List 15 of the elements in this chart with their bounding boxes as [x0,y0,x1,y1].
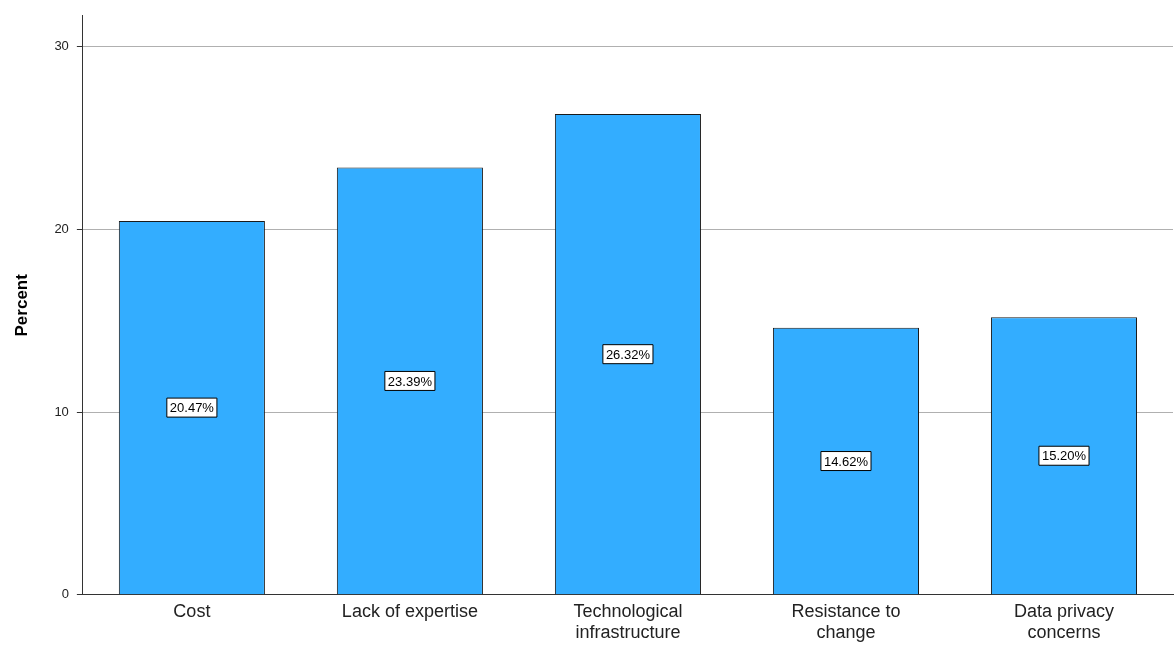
y-tick-label: 30 [54,38,69,54]
y-axis-title: Percent [11,273,31,337]
data-label: 23.39% [387,373,433,389]
data-label: 14.62% [823,453,869,469]
x-tick-label: Technological infrastructure [573,600,683,643]
x-tick-label: Resistance to change [791,600,901,643]
y-tick-label: 20 [54,221,69,237]
x-tick-label: Data privacy concerns [1013,600,1115,643]
data-label: 26.32% [605,346,651,362]
data-label: 15.20% [1041,448,1087,464]
x-tick-label: Cost [173,600,211,621]
y-tick-label: 10 [54,403,69,419]
y-tick-label: 0 [61,586,69,602]
x-tick-label: Lack of expertise [341,600,478,621]
data-label: 20.47% [169,400,215,416]
